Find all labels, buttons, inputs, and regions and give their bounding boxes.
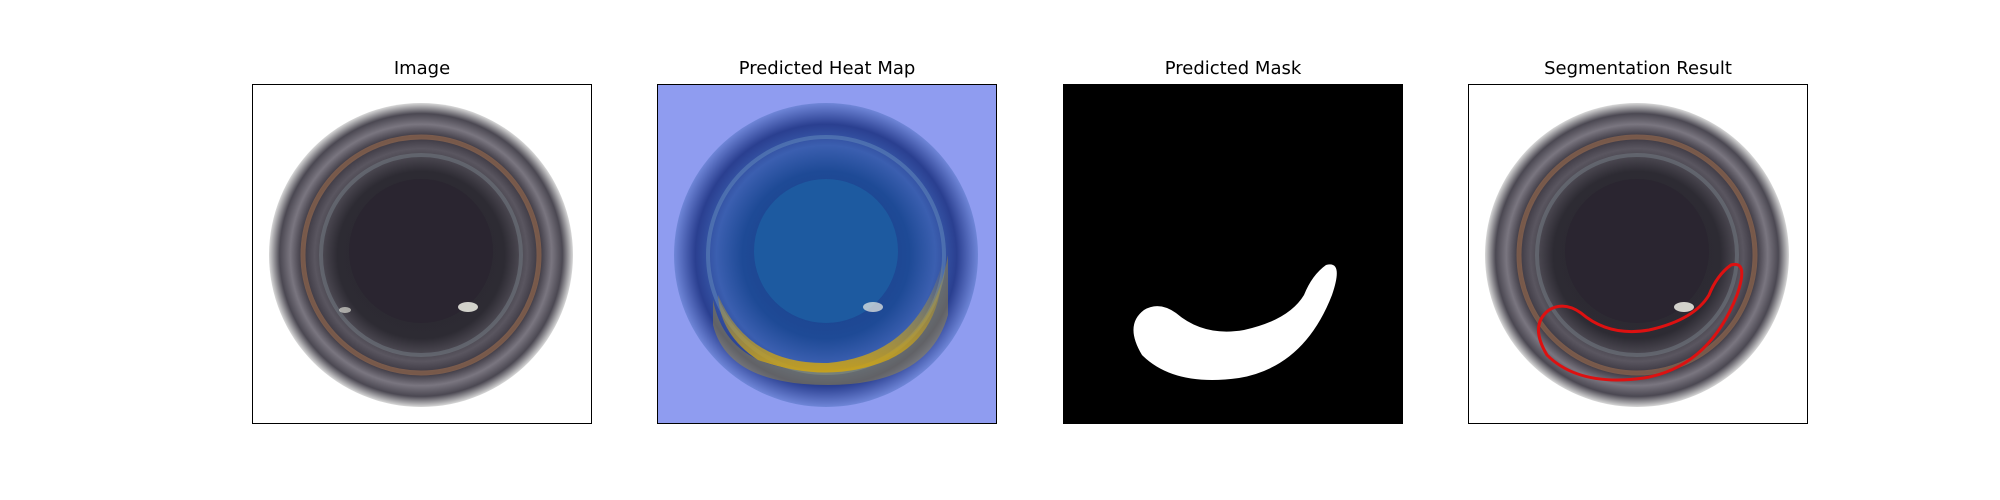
segmentation-outline <box>1537 262 1744 382</box>
mask-region <box>1133 264 1337 380</box>
panel-heatmap: Predicted Heat Map <box>657 0 997 500</box>
panel-title: Predicted Heat Map <box>738 58 916 79</box>
panel-title: Segmentation Result <box>1544 58 1732 79</box>
heatmap-frame <box>657 84 997 424</box>
panel-mask: Predicted Mask <box>1063 0 1403 500</box>
panel-image: Image <box>252 0 592 500</box>
segmentation-frame <box>1468 84 1808 424</box>
mask-image <box>1064 85 1402 423</box>
bottle-image <box>253 85 591 423</box>
panel-title: Predicted Mask <box>1164 58 1302 79</box>
image-frame <box>252 84 592 424</box>
panel-title: Image <box>393 58 451 79</box>
mask-frame <box>1063 84 1403 424</box>
panel-segmentation: Segmentation Result <box>1468 0 1808 500</box>
segmentation-image <box>1469 85 1807 423</box>
heatmap-image <box>658 85 996 423</box>
